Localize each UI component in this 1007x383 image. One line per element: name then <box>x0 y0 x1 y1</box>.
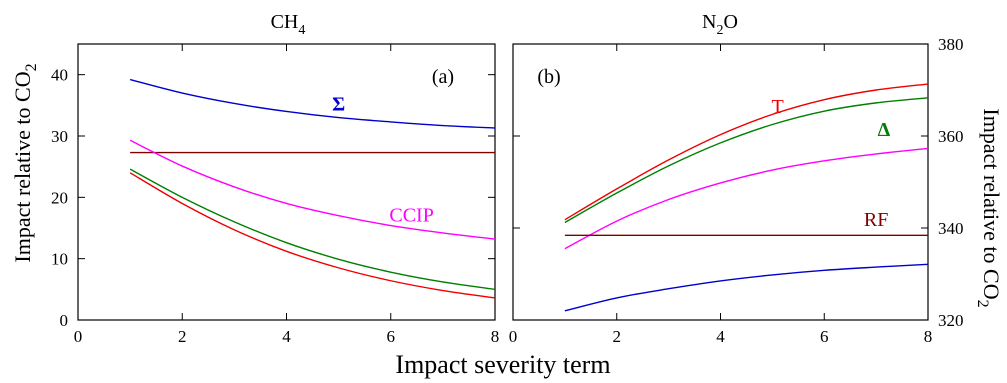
panel-b-frame <box>512 43 929 321</box>
panel-b-x-tick-label: 4 <box>716 327 725 346</box>
panel-b-tag: (b) <box>537 66 560 88</box>
panel-a-x-tick-label: 0 <box>74 327 83 346</box>
panel-a-series-ccip <box>129 139 496 240</box>
panel-b-x-tick-label: 8 <box>924 327 933 346</box>
panel-b-series-label-t: T <box>771 96 783 118</box>
panel-b-ylabel: Impact relative to CO2 <box>974 108 1004 307</box>
panel-a-series-sigma <box>129 78 496 129</box>
panel-a-ylabel: Impact relative to CO2 <box>10 63 40 262</box>
panel-a-y-tick-label: 40 <box>51 66 68 85</box>
panel-a-series-label-sigma: Σ <box>332 93 345 115</box>
panel-a-series-delta <box>129 168 496 291</box>
panel-a-series-t <box>129 172 496 299</box>
panel-a-y-tick-label: 20 <box>51 188 68 207</box>
panel-b-series-t <box>564 83 929 221</box>
panel-b-series-sigma <box>564 263 929 312</box>
panel-a-title: CH4 <box>271 11 306 38</box>
panel-b-n2o: N2O (b) Impact relative to CO2 0 2 4 6 8 320 3… <box>509 11 1004 346</box>
panel-b-x-tick-label: 6 <box>820 327 829 346</box>
panel-b-series-delta <box>564 97 929 224</box>
panel-a-y-tick-label: 0 <box>60 311 69 330</box>
panel-a-y-tick-label: 30 <box>51 127 68 146</box>
panel-b-series-label-delta: Δ <box>878 119 891 141</box>
panel-b-series-ccip <box>564 147 929 250</box>
panel-b-y-tick-label: 340 <box>938 219 964 238</box>
panel-a-x-tick-label: 2 <box>178 327 187 346</box>
panel-b-plot-area: 0 2 4 6 8 320 340 360 380 T Δ RF <box>509 35 964 346</box>
panel-a-tag: (a) <box>432 66 454 88</box>
panel-b-x-tick-label: 0 <box>509 327 518 346</box>
panel-a-ch4: CH4 (a) Impact relative to CO2 0 2 4 6 8 0 10 2… <box>10 11 499 346</box>
panel-a-x-tick-label: 8 <box>491 327 500 346</box>
panel-b-y-tick-label: 320 <box>938 311 964 330</box>
panel-a-series-label-ccip: CCIP <box>389 205 433 227</box>
panel-b-y-tick-label: 380 <box>938 35 964 54</box>
x-axis-label: Impact severity term <box>395 350 610 379</box>
panel-b-title: N2O <box>702 11 738 38</box>
panel-a-x-tick-label: 4 <box>282 327 291 346</box>
panel-a-plot-area: 0 2 4 6 8 0 10 20 30 40 Σ CCIP <box>51 43 500 346</box>
panel-b-x-tick-label: 2 <box>613 327 622 346</box>
panel-a-x-tick-label: 6 <box>387 327 396 346</box>
panel-b-series-label-rf: RF <box>864 209 888 231</box>
panel-a-y-tick-label: 10 <box>51 250 68 269</box>
panel-b-y-tick-label: 360 <box>938 127 964 146</box>
